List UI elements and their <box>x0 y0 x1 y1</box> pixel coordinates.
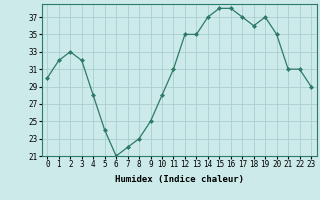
X-axis label: Humidex (Indice chaleur): Humidex (Indice chaleur) <box>115 175 244 184</box>
